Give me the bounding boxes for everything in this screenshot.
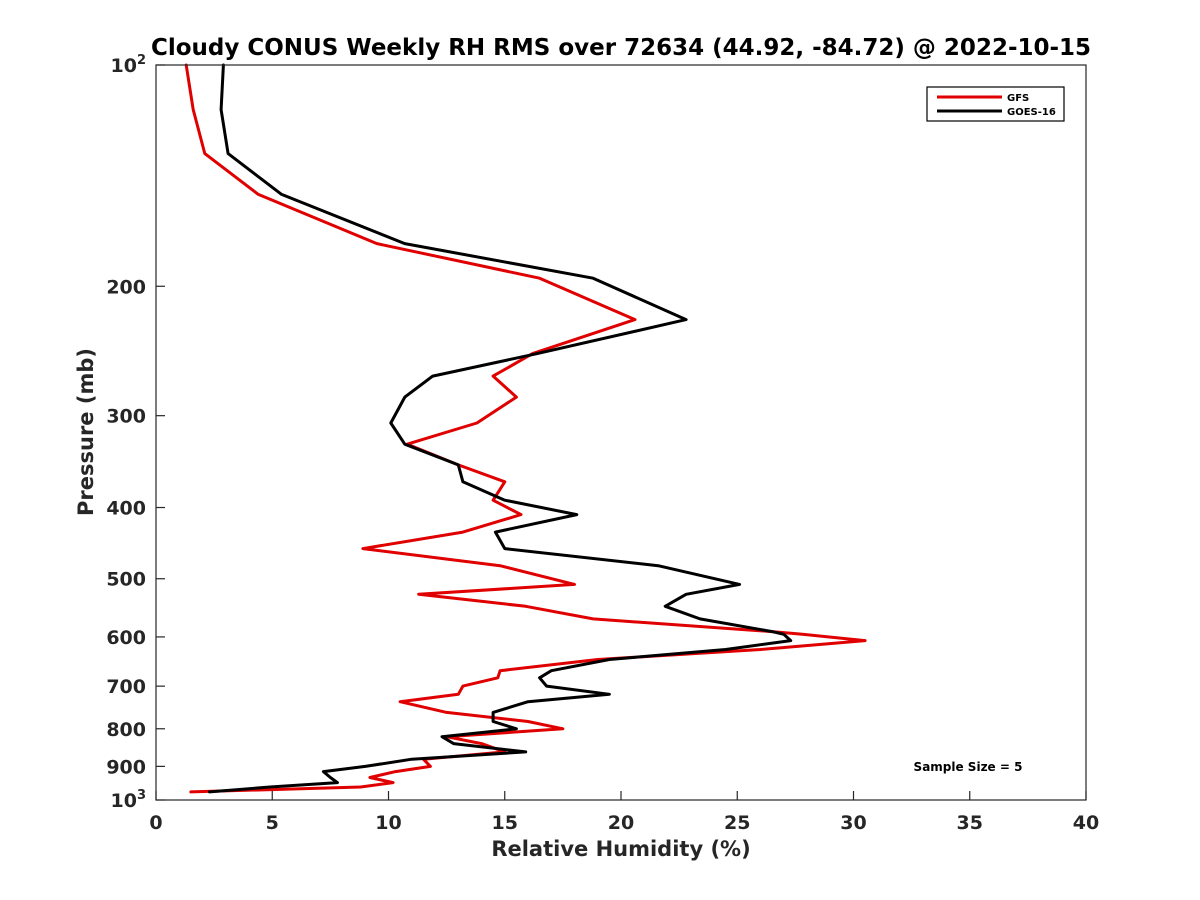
y-tick-label: 400: [106, 498, 146, 520]
y-tick-label: 200: [106, 276, 146, 298]
x-axis-label: Relative Humidity (%): [491, 837, 750, 861]
y-tick-label: 900: [106, 756, 146, 778]
legend-box: [926, 86, 1065, 122]
x-tick-label: 20: [608, 812, 634, 834]
chart-title: Cloudy CONUS Weekly RH RMS over 72634 (4…: [151, 35, 1091, 61]
series-line-goes-16: [208, 63, 793, 794]
plot-series: [184, 63, 867, 794]
x-tick-label: 25: [724, 812, 750, 834]
y-tick-label: 103: [111, 788, 147, 812]
x-tick-label: 40: [1073, 812, 1099, 834]
y-tick-label: 700: [106, 676, 146, 698]
y-tick-label: 102: [111, 53, 147, 77]
y-axis: 102 200 300 400 500 600 700 800 900 103: [106, 53, 165, 812]
x-tick-label: 10: [375, 812, 401, 834]
legend-label: GFS: [1007, 93, 1029, 104]
legend: GFS GOES-16: [926, 86, 1065, 122]
y-axis-label: Pressure (mb): [74, 348, 98, 516]
y-tick-label: 500: [106, 569, 146, 591]
x-axis: 0 5 10 15 20 25 30 35 40: [149, 791, 1099, 834]
sample-size-annotation: Sample Size = 5: [914, 760, 1023, 774]
y-tick-label: 800: [106, 719, 146, 741]
x-tick-label: 5: [266, 812, 279, 834]
y-tick-label: 300: [106, 406, 146, 428]
x-tick-label: 30: [840, 812, 866, 834]
x-tick-label: 0: [149, 812, 162, 834]
x-tick-label: 35: [957, 812, 983, 834]
legend-label: GOES-16: [1007, 107, 1056, 118]
x-tick-label: 15: [492, 812, 518, 834]
y-tick-label: 600: [106, 627, 146, 649]
